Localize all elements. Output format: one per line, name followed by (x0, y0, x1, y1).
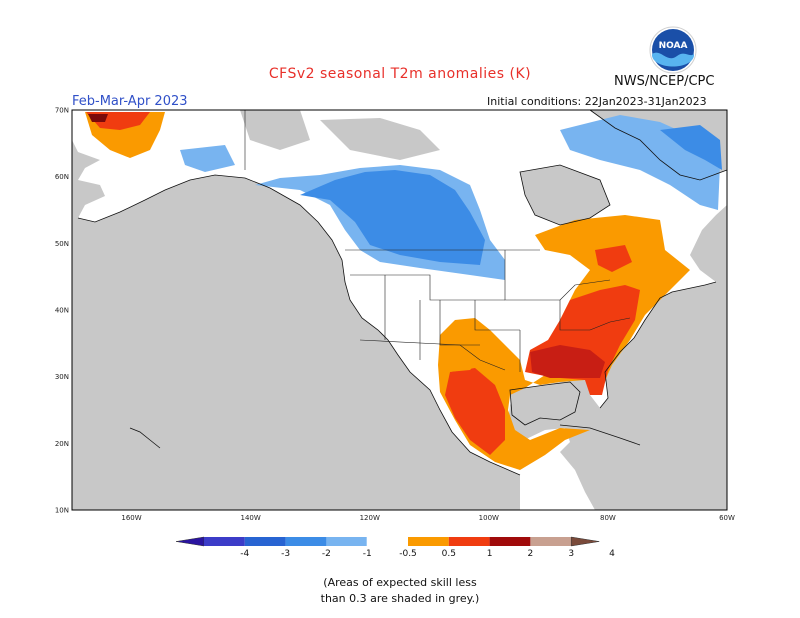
legend-tick-label: 3 (568, 549, 574, 559)
political-boundaries (244, 110, 631, 372)
legend-triangle-low (175, 536, 205, 547)
lat-label: 30N (55, 373, 69, 381)
season-label: Feb-Mar-Apr 2023 (72, 94, 188, 109)
org-label: NWS/NCEP/CPC (614, 74, 715, 89)
longitude-labels: 160W 140W 120W 100W 80W 60W (121, 514, 735, 522)
legend-tick-label: -2 (322, 549, 331, 559)
chart-title: CFSv2 seasonal T2m anomalies (K) (268, 66, 532, 82)
legend-swatch (489, 537, 531, 546)
legend-swatch (204, 537, 245, 546)
legend-tick-label: -4 (240, 549, 249, 559)
lat-label: 20N (55, 440, 69, 448)
legend-swatch (408, 537, 449, 546)
blue-anomaly-east-canada (660, 125, 722, 170)
lon-label: 140W (240, 514, 260, 522)
pacific-coast-grey (240, 110, 310, 150)
footnote-line-2: than 0.3 are shaded in grey.) (320, 592, 480, 605)
blue-anomaly-west (300, 170, 485, 265)
lat-label: 50N (55, 240, 69, 248)
legend-swatch (448, 537, 490, 546)
legend-triangle-high (570, 536, 600, 547)
lat-label: 40N (55, 307, 69, 315)
legend-swatch (530, 537, 572, 546)
legend-tick-label: 4 (609, 549, 615, 559)
orange-anomaly-mexico-west (440, 330, 480, 372)
lon-label: 120W (360, 514, 380, 522)
redorange-anomaly-greatlakes (595, 245, 632, 272)
skill-footnote: (Areas of expected skill less than 0.3 a… (0, 575, 800, 607)
lon-label: 80W (600, 514, 616, 522)
initial-conditions-label: Initial conditions: 22Jan2023-31Jan2023 (487, 95, 707, 108)
legend-tick-label: 2 (528, 549, 534, 559)
lightblue-anomaly-alaska (180, 145, 235, 172)
arctic-grey (320, 118, 440, 160)
footnote-line-1: (Areas of expected skill less (323, 576, 477, 589)
legend-swatch (244, 537, 286, 546)
legend-tick-label: 0.5 (442, 549, 456, 559)
noaa-logo: NOAA (649, 26, 697, 74)
darkred-anomaly-alaska (88, 114, 108, 122)
legend-tick-label: -0.5 (399, 549, 417, 559)
legend-swatch (285, 537, 327, 546)
coastlines (77, 109, 728, 476)
lat-label: 70N (55, 107, 69, 115)
noaa-logo-text: NOAA (659, 41, 688, 51)
redorange-anomaly-mexico (445, 368, 505, 455)
legend-swatch (326, 537, 368, 546)
gulf-of-mexico (510, 382, 580, 425)
lat-label: 60N (55, 173, 69, 181)
legend-tick-label: -3 (281, 549, 290, 559)
red-anomaly-southeast (530, 345, 605, 378)
lon-label: 160W (121, 514, 141, 522)
lon-label: 60W (719, 514, 735, 522)
legend-swatch (366, 536, 409, 547)
map-frame (71, 109, 728, 511)
color-legend: -4 -3 -2 -1 -0.5 0.5 1 2 3 4 (175, 536, 615, 559)
lon-label: 100W (479, 514, 499, 522)
latitude-labels: 70N 60N 50N 40N 30N 20N 10N (55, 107, 69, 515)
legend-tick-label: 1 (487, 549, 493, 559)
lat-label: 10N (55, 507, 69, 515)
legend-tick-label: -1 (363, 549, 372, 559)
hudson-bay (520, 165, 610, 225)
